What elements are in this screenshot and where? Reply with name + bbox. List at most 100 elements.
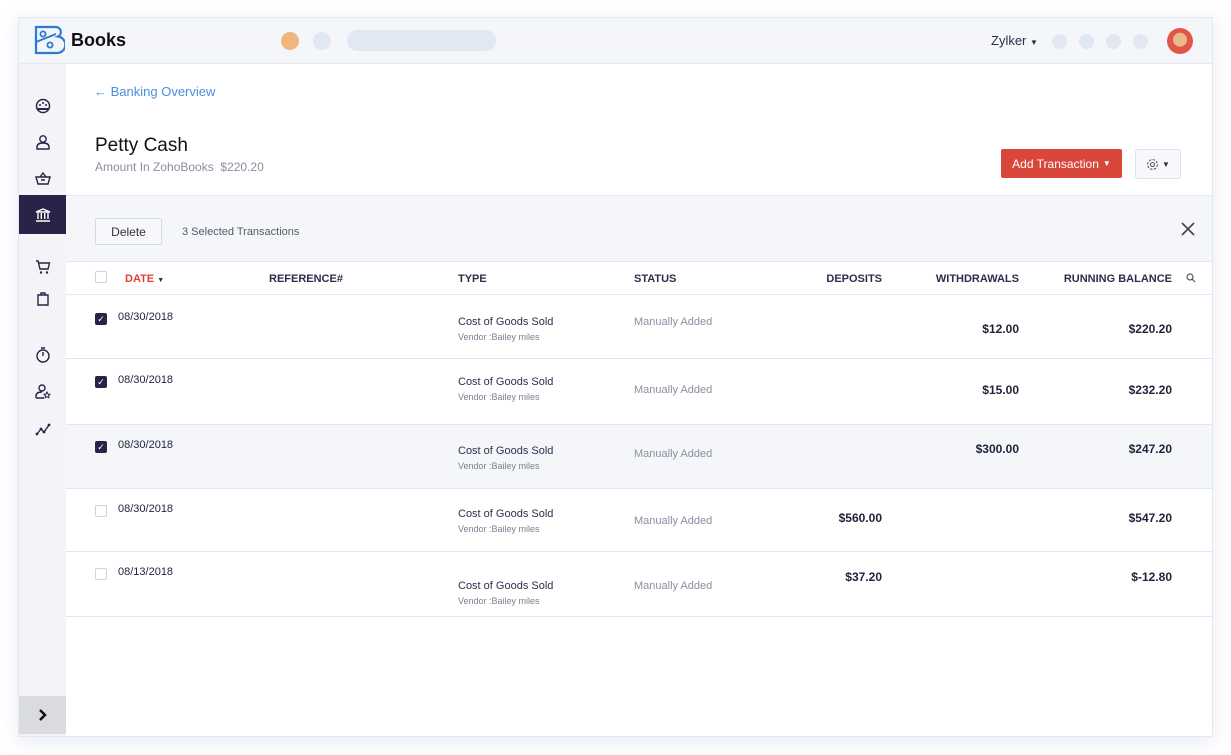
- row-running-balance: $-12.80: [1131, 570, 1172, 584]
- sidebar-item-dashboard[interactable]: [19, 88, 66, 124]
- table-row[interactable]: ✓ 08/30/2018 Cost of Goods Sold Vendor :Bai…: [66, 359, 1212, 425]
- sidebar-item-purchases[interactable]: [19, 280, 66, 316]
- column-deposits[interactable]: DEPOSITS: [826, 273, 882, 285]
- sidebar-item-banking[interactable]: [19, 195, 66, 234]
- sidebar-item-reports[interactable]: [19, 410, 66, 446]
- sort-down-icon: ▼: [157, 277, 165, 284]
- row-vendor: Vendor :Bailey miles: [458, 596, 540, 606]
- column-reference[interactable]: REFERENCE#: [269, 273, 343, 285]
- row-type: Cost of Goods Sold: [458, 445, 554, 457]
- select-all-checkbox[interactable]: [95, 271, 107, 283]
- row-checkbox[interactable]: ✓: [95, 313, 107, 325]
- table-row[interactable]: 08/30/2018 Cost of Goods Sold Vendor :Bail…: [66, 489, 1212, 552]
- books-logo-icon: [34, 25, 65, 55]
- sidebar-item-time[interactable]: [19, 337, 66, 373]
- gear-icon: [1147, 158, 1158, 170]
- row-running-balance: $220.20: [1128, 322, 1172, 336]
- amount-value: $220.20: [220, 160, 264, 174]
- row-type: Cost of Goods Sold: [458, 376, 554, 388]
- page-title: Petty Cash: [95, 135, 188, 156]
- caret-down-icon: ▼: [1030, 38, 1038, 47]
- table-row[interactable]: ✓ 08/30/2018 Cost of Goods Sold Vendor :Bai…: [66, 425, 1212, 489]
- row-vendor: Vendor :Bailey miles: [458, 461, 540, 471]
- status-dot: [281, 32, 299, 50]
- row-running-balance: $247.20: [1128, 442, 1172, 456]
- account-amount: Amount In ZohoBooks $220.20: [95, 160, 264, 174]
- row-running-balance: $232.20: [1128, 383, 1172, 397]
- expand-sidebar-button[interactable]: [19, 696, 66, 734]
- row-status: Manually Added: [634, 316, 713, 328]
- row-type: Cost of Goods Sold: [458, 580, 554, 592]
- row-status: Manually Added: [634, 515, 713, 527]
- chevron-right-icon: [38, 709, 47, 721]
- column-withdrawals[interactable]: WITHDRAWALS: [935, 273, 1019, 285]
- row-vendor: Vendor :Bailey miles: [458, 524, 540, 534]
- row-vendor: Vendor :Bailey miles: [458, 392, 540, 402]
- row-checkbox[interactable]: [95, 568, 107, 580]
- top-bar: Books Zylker ▼: [19, 18, 1212, 64]
- purchases-bag-icon: [36, 292, 49, 306]
- header-icon-3[interactable]: [1106, 34, 1121, 49]
- placeholder-dot: [313, 32, 331, 50]
- row-date: 08/30/2018: [118, 503, 174, 515]
- row-checkbox[interactable]: ✓: [95, 376, 107, 388]
- sidebar-item-contacts[interactable]: [19, 124, 66, 160]
- row-date: 08/30/2018: [118, 311, 174, 323]
- row-date: 08/30/2018: [118, 374, 174, 386]
- settings-dropdown-button[interactable]: ▼: [1135, 149, 1181, 179]
- amount-label: Amount In ZohoBooks: [95, 160, 214, 174]
- header-icon-2[interactable]: [1079, 34, 1094, 49]
- sidebar-item-accountant[interactable]: [19, 373, 66, 409]
- row-status: Manually Added: [634, 384, 713, 396]
- org-switcher[interactable]: Zylker ▼: [991, 33, 1038, 48]
- back-link-label: Banking Overview: [110, 84, 216, 99]
- sales-cart-icon: [35, 260, 50, 274]
- row-withdrawal: $12.00: [982, 322, 1019, 336]
- sidebar-item-items[interactable]: [19, 160, 66, 196]
- row-status: Manually Added: [634, 448, 713, 460]
- row-checkbox[interactable]: [95, 505, 107, 517]
- delete-button[interactable]: Delete: [95, 218, 162, 245]
- caret-down-icon: ▼: [1102, 159, 1111, 168]
- header-icon-4[interactable]: [1133, 34, 1148, 49]
- reports-icon: [35, 423, 50, 436]
- app-name: Books: [71, 29, 127, 50]
- add-transaction-button[interactable]: Add Transaction ▼: [1001, 149, 1122, 178]
- back-link[interactable]: ← Banking Overview: [94, 84, 215, 99]
- table-row[interactable]: ✓ 08/30/2018 Cost of Goods Sold Vendor :Bai…: [66, 296, 1212, 359]
- search-icon[interactable]: [1186, 273, 1196, 283]
- table-row[interactable]: 08/13/2018 Cost of Goods Sold Vendor :Bail…: [66, 552, 1212, 617]
- header-icon-1[interactable]: [1052, 34, 1067, 49]
- row-running-balance: $547.20: [1128, 511, 1172, 525]
- org-name: Zylker: [991, 33, 1027, 48]
- column-status[interactable]: STATUS: [634, 273, 677, 285]
- bank-icon: [35, 207, 50, 222]
- row-status: Manually Added: [634, 580, 713, 592]
- logo[interactable]: Books: [33, 24, 126, 56]
- row-withdrawal: $300.00: [975, 442, 1019, 456]
- row-date: 08/13/2018: [118, 566, 174, 578]
- row-type: Cost of Goods Sold: [458, 316, 554, 328]
- sidebar-item-sales[interactable]: [19, 249, 66, 285]
- avatar[interactable]: [1167, 28, 1193, 54]
- accountant-icon: [34, 384, 51, 399]
- selection-bar: Delete 3 Selected Transactions: [66, 195, 1212, 262]
- main-content: ← Banking Overview Petty Cash Amount In …: [66, 64, 1212, 736]
- selected-count: 3 Selected Transactions: [182, 226, 300, 238]
- arrow-left-icon: ←: [94, 84, 107, 99]
- row-vendor: Vendor :Bailey miles: [458, 332, 540, 342]
- column-date[interactable]: DATE ▼: [125, 273, 164, 285]
- sidebar: [19, 64, 66, 736]
- add-transaction-label: Add Transaction: [1012, 156, 1099, 171]
- column-type[interactable]: TYPE: [458, 273, 487, 285]
- contacts-icon: [35, 135, 50, 150]
- row-type: Cost of Goods Sold: [458, 508, 554, 520]
- row-withdrawal: $15.00: [982, 383, 1019, 397]
- row-checkbox[interactable]: ✓: [95, 441, 107, 453]
- search-bar[interactable]: [347, 30, 496, 51]
- close-icon[interactable]: [1181, 222, 1195, 236]
- app-window: Books Zylker ▼ ← Banking Overview Petty …: [18, 17, 1213, 737]
- table-header: DATE ▼ REFERENCE# TYPE STATUS DEPOSITS W…: [66, 262, 1212, 295]
- row-date: 08/30/2018: [118, 439, 174, 451]
- column-running-balance[interactable]: RUNNING BALANCE: [1063, 273, 1172, 285]
